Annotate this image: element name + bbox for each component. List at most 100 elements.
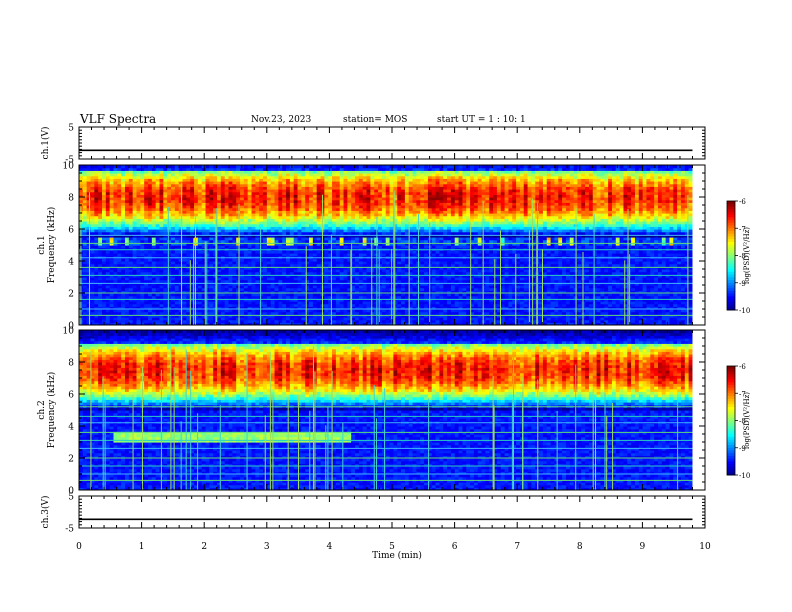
psd-cell xyxy=(347,189,352,193)
psd-cell xyxy=(328,221,333,225)
psd-cell xyxy=(178,239,184,243)
psd-cell xyxy=(293,231,299,235)
psd-cell xyxy=(178,175,184,179)
psd-cell xyxy=(381,229,387,233)
psd-cell xyxy=(335,290,341,294)
psd-cell xyxy=(312,181,318,185)
psd-cell xyxy=(270,170,276,174)
psd-cell xyxy=(243,183,249,187)
psd-cell xyxy=(328,287,333,291)
psd-cell xyxy=(240,231,245,235)
psd-cell xyxy=(247,183,253,187)
psd-cell xyxy=(332,175,337,179)
psd-cell xyxy=(109,274,115,278)
psd-cell xyxy=(247,245,253,249)
psd-cell xyxy=(266,178,272,182)
psd-cell xyxy=(201,191,207,195)
psd-cell xyxy=(274,221,279,225)
psd-cell xyxy=(332,231,337,235)
psd-cell xyxy=(205,317,210,321)
psd-cell xyxy=(121,306,126,310)
psd-cell xyxy=(128,202,134,206)
psd-cell xyxy=(194,183,199,187)
psd-cell xyxy=(174,186,180,190)
psd-cell xyxy=(301,279,306,283)
psd-cell xyxy=(190,175,195,179)
psd-cell xyxy=(236,242,241,246)
psd-cell xyxy=(240,229,245,233)
psd-cell xyxy=(270,207,276,211)
psd-cell xyxy=(113,175,118,179)
psd-cell xyxy=(224,274,230,278)
psd-cell xyxy=(282,290,287,294)
psd-cell xyxy=(132,215,138,219)
psd-cell xyxy=(236,175,241,179)
psd-cell xyxy=(128,175,134,179)
psd-cell xyxy=(220,218,226,222)
psd-cell xyxy=(178,234,184,238)
psd-cell xyxy=(381,319,387,323)
psd-cell xyxy=(381,213,387,217)
psd-cell xyxy=(117,199,122,203)
psd-cell xyxy=(324,218,329,222)
psd-cell xyxy=(140,263,145,267)
psd-cell xyxy=(174,290,180,294)
psd-cell xyxy=(121,298,126,302)
psd-cell xyxy=(140,293,145,297)
psd-cell xyxy=(259,285,264,289)
psd-cell xyxy=(343,263,348,267)
psd-cell xyxy=(355,301,360,305)
psd-cell xyxy=(289,295,295,299)
psd-cell xyxy=(270,263,276,267)
psd-cell xyxy=(140,287,145,291)
psd-cell xyxy=(167,170,172,174)
psd-cell xyxy=(343,167,348,171)
psd-cell xyxy=(167,189,172,193)
psd-cell xyxy=(305,285,310,289)
psd-cell xyxy=(282,322,287,325)
psd-cell xyxy=(182,223,187,227)
psd-cell xyxy=(159,197,164,201)
psd-cell xyxy=(224,207,230,211)
psd-cell xyxy=(351,183,356,187)
psd-cell xyxy=(247,301,253,305)
psd-cell xyxy=(259,314,264,318)
psd-cell xyxy=(251,194,256,198)
psd-cell xyxy=(236,311,241,315)
psd-cell xyxy=(94,271,99,275)
psd-cell xyxy=(347,301,352,305)
psd-cell xyxy=(186,301,191,305)
psd-cell xyxy=(366,181,372,185)
psd-cell xyxy=(151,181,157,185)
psd-cell xyxy=(232,290,237,294)
psd-cell xyxy=(163,245,168,249)
psd-cell xyxy=(316,253,322,257)
psd-cell xyxy=(358,263,364,267)
psd-cell xyxy=(301,253,306,257)
psd-cell xyxy=(140,309,145,313)
psd-cell xyxy=(385,293,391,297)
psd-cell xyxy=(182,279,187,283)
psd-cell xyxy=(355,178,360,182)
psd-cell xyxy=(136,173,141,177)
psd-cell xyxy=(190,269,195,273)
psd-cell xyxy=(362,306,368,310)
psd-cell xyxy=(82,189,88,193)
psd-cell xyxy=(339,242,345,246)
psd-cell xyxy=(370,218,375,222)
psd-cell xyxy=(343,253,348,257)
psd-cell xyxy=(366,183,372,187)
psd-cell xyxy=(355,197,360,201)
psd-cell xyxy=(140,242,145,246)
psd-cell xyxy=(151,319,157,323)
psd-cell xyxy=(186,322,191,325)
psd-cell xyxy=(155,253,161,257)
psd-cell xyxy=(312,197,318,201)
psd-cell xyxy=(286,197,291,201)
psd-cell xyxy=(355,314,360,318)
psd-cell xyxy=(98,242,103,246)
psd-cell xyxy=(255,258,260,262)
psd-cell xyxy=(270,282,276,286)
psd-cell xyxy=(220,221,226,225)
psd-cell xyxy=(113,183,118,187)
